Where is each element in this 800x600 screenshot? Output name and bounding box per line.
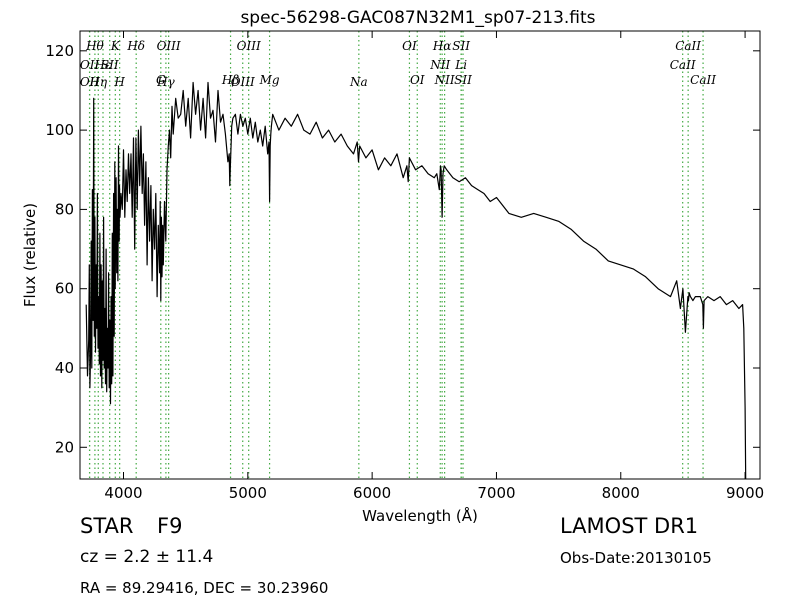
line-label-18: OI	[410, 73, 425, 87]
line-label-5: SII	[101, 58, 119, 72]
coordinates: RA = 89.29416, DEC = 30.23960	[80, 579, 329, 597]
line-label-4: Hε	[94, 58, 112, 72]
y-tick-label-3: 80	[55, 200, 74, 218]
x-axis: 4000 5000 6000 7000 8000 9000	[104, 31, 764, 502]
line-label-15: Mg	[259, 73, 280, 87]
redshift-value: cz = 2.2 ± 11.4	[80, 547, 214, 567]
object-class: STAR	[80, 514, 134, 538]
line-label-25: CaII	[670, 58, 696, 72]
chart-title: spec-56298-GAC087N32M1_sp07-213.fits	[240, 8, 595, 28]
line-label-10: Hγ	[156, 75, 175, 89]
y-axis-label: Flux (relative)	[21, 203, 39, 307]
x-axis-label: Wavelength (Å)	[362, 506, 478, 525]
line-label-0: OII	[80, 75, 100, 89]
line-label-16: Na	[349, 75, 368, 89]
spectral-line-markers	[88, 31, 704, 479]
line-label-23: Li	[454, 58, 467, 72]
line-label-26: CaII	[675, 39, 701, 53]
y-tick-label-5: 120	[45, 42, 74, 60]
line-label-22: SII	[452, 39, 470, 53]
line-label-24: SII	[454, 73, 472, 87]
line-label-8: Hδ	[126, 39, 145, 53]
line-label-21: NII	[434, 73, 455, 87]
y-tick-label-1: 40	[55, 359, 74, 377]
y-tick-label-4: 100	[45, 121, 74, 139]
line-label-7: H	[113, 75, 125, 89]
line-label-1: OII	[80, 58, 100, 72]
flux-series-line	[85, 81, 747, 480]
line-label-12: Hβ	[221, 73, 239, 87]
line-label-17: OI	[402, 39, 417, 53]
x-tick-label-3: 7000	[477, 484, 515, 502]
survey-name: LAMOST DR1	[560, 514, 699, 538]
line-label-13: OIII	[231, 75, 255, 89]
y-tick-label-2: 60	[55, 280, 74, 298]
line-label-6: K	[110, 39, 121, 53]
line-label-2: Hθ	[85, 39, 104, 53]
y-axis: 20 40 60 80 100 120	[45, 42, 760, 456]
x-tick-label-4: 8000	[602, 484, 640, 502]
x-tick-label-2: 6000	[353, 484, 391, 502]
spectral-subclass: F9	[157, 514, 183, 538]
line-label-3: Hη	[88, 75, 107, 89]
line-label-27: CaII	[690, 73, 716, 87]
line-label-19: NII	[429, 58, 450, 72]
line-label-9: G	[156, 73, 166, 87]
line-label-14: OIII	[237, 39, 261, 53]
observation-date: Obs-Date:20130105	[560, 549, 712, 567]
x-tick-label-0: 4000	[104, 484, 142, 502]
plot-frame	[79, 30, 761, 480]
line-label-11: OIII	[157, 39, 181, 53]
x-tick-label-5: 9000	[726, 484, 764, 502]
y-tick-label-0: 20	[55, 438, 74, 456]
line-label-20: Hα	[432, 39, 452, 53]
x-tick-label-1: 5000	[229, 484, 267, 502]
